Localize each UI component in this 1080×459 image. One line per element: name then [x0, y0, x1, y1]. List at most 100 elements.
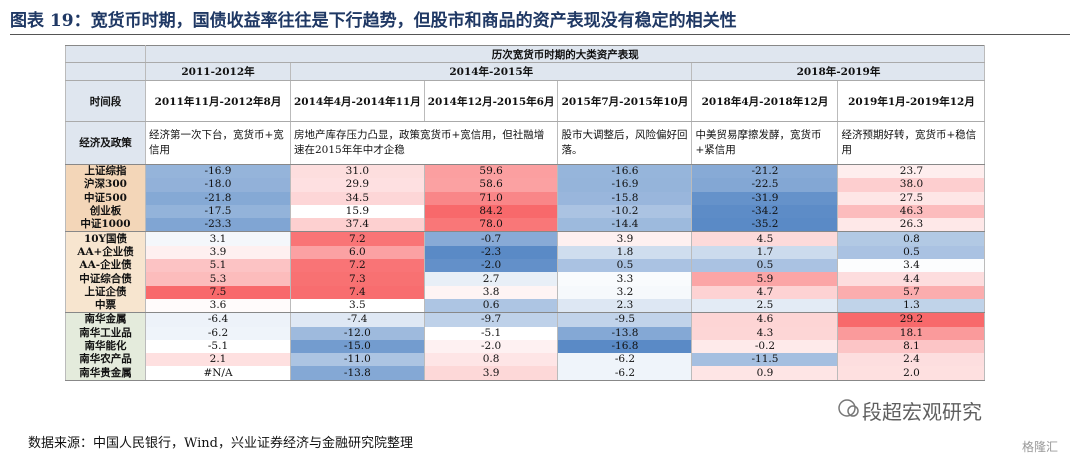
value-cell: -16.8 [557, 339, 693, 354]
value-cell: -16.6 [557, 164, 693, 179]
logo: 格隆汇 [1022, 440, 1059, 454]
table-row: 中证500 -21.8 34.5 71.0 -15.8 -31.9 27.5 [65, 191, 986, 205]
value-cell: -34.2 [691, 204, 839, 219]
value-cell: 2.4 [837, 353, 986, 367]
row-label: 南华工业品 [65, 326, 146, 340]
value-cell: -21.8 [145, 191, 291, 205]
value-cell: -21.2 [691, 164, 839, 179]
table-row: AA+企业债 3.9 6.0 -2.3 1.8 1.7 0.5 [65, 245, 986, 260]
value-cell: -2.3 [423, 245, 559, 260]
value-cell: -6.2 [557, 366, 693, 381]
value-cell: 0.6 [423, 298, 559, 314]
row-label: AA-企业债 [65, 259, 146, 273]
value-cell: 27.5 [837, 191, 986, 205]
value-cell: 0.5 [837, 245, 986, 260]
value-cell: 3.2 [557, 285, 693, 299]
value-cell: 15.9 [290, 204, 425, 219]
value-cell: -13.8 [290, 366, 425, 381]
value-cell: 3.1 [145, 231, 291, 246]
table-row: 南华工业品 -6.2 -12.0 -5.1 -13.8 4.3 18.1 [65, 326, 986, 340]
value-cell: 7.2 [290, 231, 425, 246]
policy: 中美贸易摩擦发酵，宽货币+紧信用 [691, 121, 839, 165]
value-cell: -10.2 [557, 204, 693, 219]
value-cell: 0.8 [423, 353, 559, 367]
value-cell: 1.7 [691, 245, 839, 260]
row-label: 南华能化 [65, 339, 146, 354]
value-cell: -35.2 [691, 218, 839, 233]
value-cell: 3.9 [557, 231, 693, 246]
value-cell: 46.3 [837, 204, 986, 219]
table-row: 2011-2012年 2014年-2015年 2018年-2019年 [65, 62, 986, 81]
value-cell: -23.3 [145, 218, 291, 233]
value-cell: -14.4 [557, 218, 693, 233]
value-cell: 7.2 [290, 259, 425, 273]
value-cell: -12.0 [290, 326, 425, 340]
value-cell: 0.5 [691, 259, 839, 273]
table-row: 沪深300 -18.0 29.9 58.6 -16.9 -22.5 38.0 [65, 178, 986, 192]
table-row: 上证企债 7.5 7.4 3.8 3.2 4.7 5.7 [65, 285, 986, 299]
value-cell: 3.5 [290, 298, 425, 314]
value-cell: -11.0 [290, 353, 425, 367]
value-cell: 4.6 [691, 312, 839, 327]
value-cell: -5.1 [423, 326, 559, 340]
table-row: 上证综指 -16.9 31.0 59.6 -16.6 -21.2 23.7 [65, 164, 986, 179]
row-label: 中证500 [65, 191, 146, 205]
value-cell: 3.3 [557, 272, 693, 286]
value-cell: -15.0 [290, 339, 425, 354]
watermark: 段超宏观研究 [862, 400, 982, 424]
value-cell: -5.1 [145, 339, 291, 354]
row-label: 南华农产品 [65, 353, 146, 367]
value-cell: 31.0 [290, 164, 425, 179]
value-cell: -6.2 [145, 326, 291, 340]
value-cell: 6.0 [290, 245, 425, 260]
row-label: AA+企业债 [65, 245, 146, 260]
value-cell: 5.7 [837, 285, 986, 299]
value-cell: 38.0 [837, 178, 986, 192]
value-cell: 18.1 [837, 326, 986, 340]
value-cell: 26.3 [837, 218, 986, 233]
year-group: 2014年-2015年 [289, 62, 693, 81]
value-cell: -18.0 [145, 178, 291, 192]
asset-table: 历次宽货币时期的大类资产表现 2011-2012年 2014年-2015年 2018年… [65, 45, 986, 381]
value-cell: -9.5 [557, 312, 693, 327]
value-cell: -16.9 [145, 164, 291, 179]
table-row: 南华金属 -6.4 -7.4 -9.7 -9.5 4.6 29.2 [65, 312, 986, 327]
value-cell: 2.7 [423, 272, 559, 286]
value-cell: 29.9 [290, 178, 425, 192]
row-label: 南华金属 [65, 312, 146, 327]
value-cell: 5.9 [691, 272, 839, 286]
table-row: 南华农产品 2.1 -11.0 0.8 -6.2 -11.5 2.4 [65, 353, 986, 367]
value-cell: 3.8 [423, 285, 559, 299]
value-cell: 3.9 [423, 366, 559, 381]
row-header: 经济及政策 [65, 121, 146, 165]
value-cell: -11.5 [691, 353, 839, 367]
value-cell: -7.4 [290, 312, 425, 327]
value-cell: -16.9 [557, 178, 693, 192]
header-cell [65, 62, 146, 81]
value-cell: 8.1 [837, 339, 986, 354]
value-cell: -22.5 [691, 178, 839, 192]
table-row: 创业板 -17.5 15.9 84.2 -10.2 -34.2 46.3 [65, 204, 986, 219]
value-cell: -13.8 [557, 326, 693, 340]
period: 2011年11月-2012年8月 [145, 80, 291, 122]
row-label: 上证综指 [65, 164, 146, 179]
value-cell: 4.5 [691, 231, 839, 246]
policy: 股市大调整后，风险偏好回落。 [557, 121, 693, 165]
value-cell: 2.3 [557, 298, 693, 314]
row-label: 中证1000 [65, 218, 146, 233]
value-cell: 58.6 [423, 178, 559, 192]
table-row: 南华能化 -5.1 -15.0 -2.0 -16.8 -0.2 8.1 [65, 339, 986, 354]
row-header: 时间段 [65, 80, 146, 122]
value-cell: 4.3 [691, 326, 839, 340]
row-label: 南华贵金属 [65, 366, 146, 381]
value-cell: 7.4 [290, 285, 425, 299]
year-group: 2018年-2019年 [691, 62, 986, 81]
value-cell: 4.4 [837, 272, 986, 286]
table-row: 南华贵金属 #N/A -13.8 3.9 -6.2 0.9 2.0 [65, 366, 986, 381]
value-cell: -6.2 [557, 353, 693, 367]
value-cell: 7.3 [290, 272, 425, 286]
value-cell: -2.0 [423, 339, 559, 354]
value-cell: 2.5 [691, 298, 839, 314]
value-cell: 1.3 [837, 298, 986, 314]
